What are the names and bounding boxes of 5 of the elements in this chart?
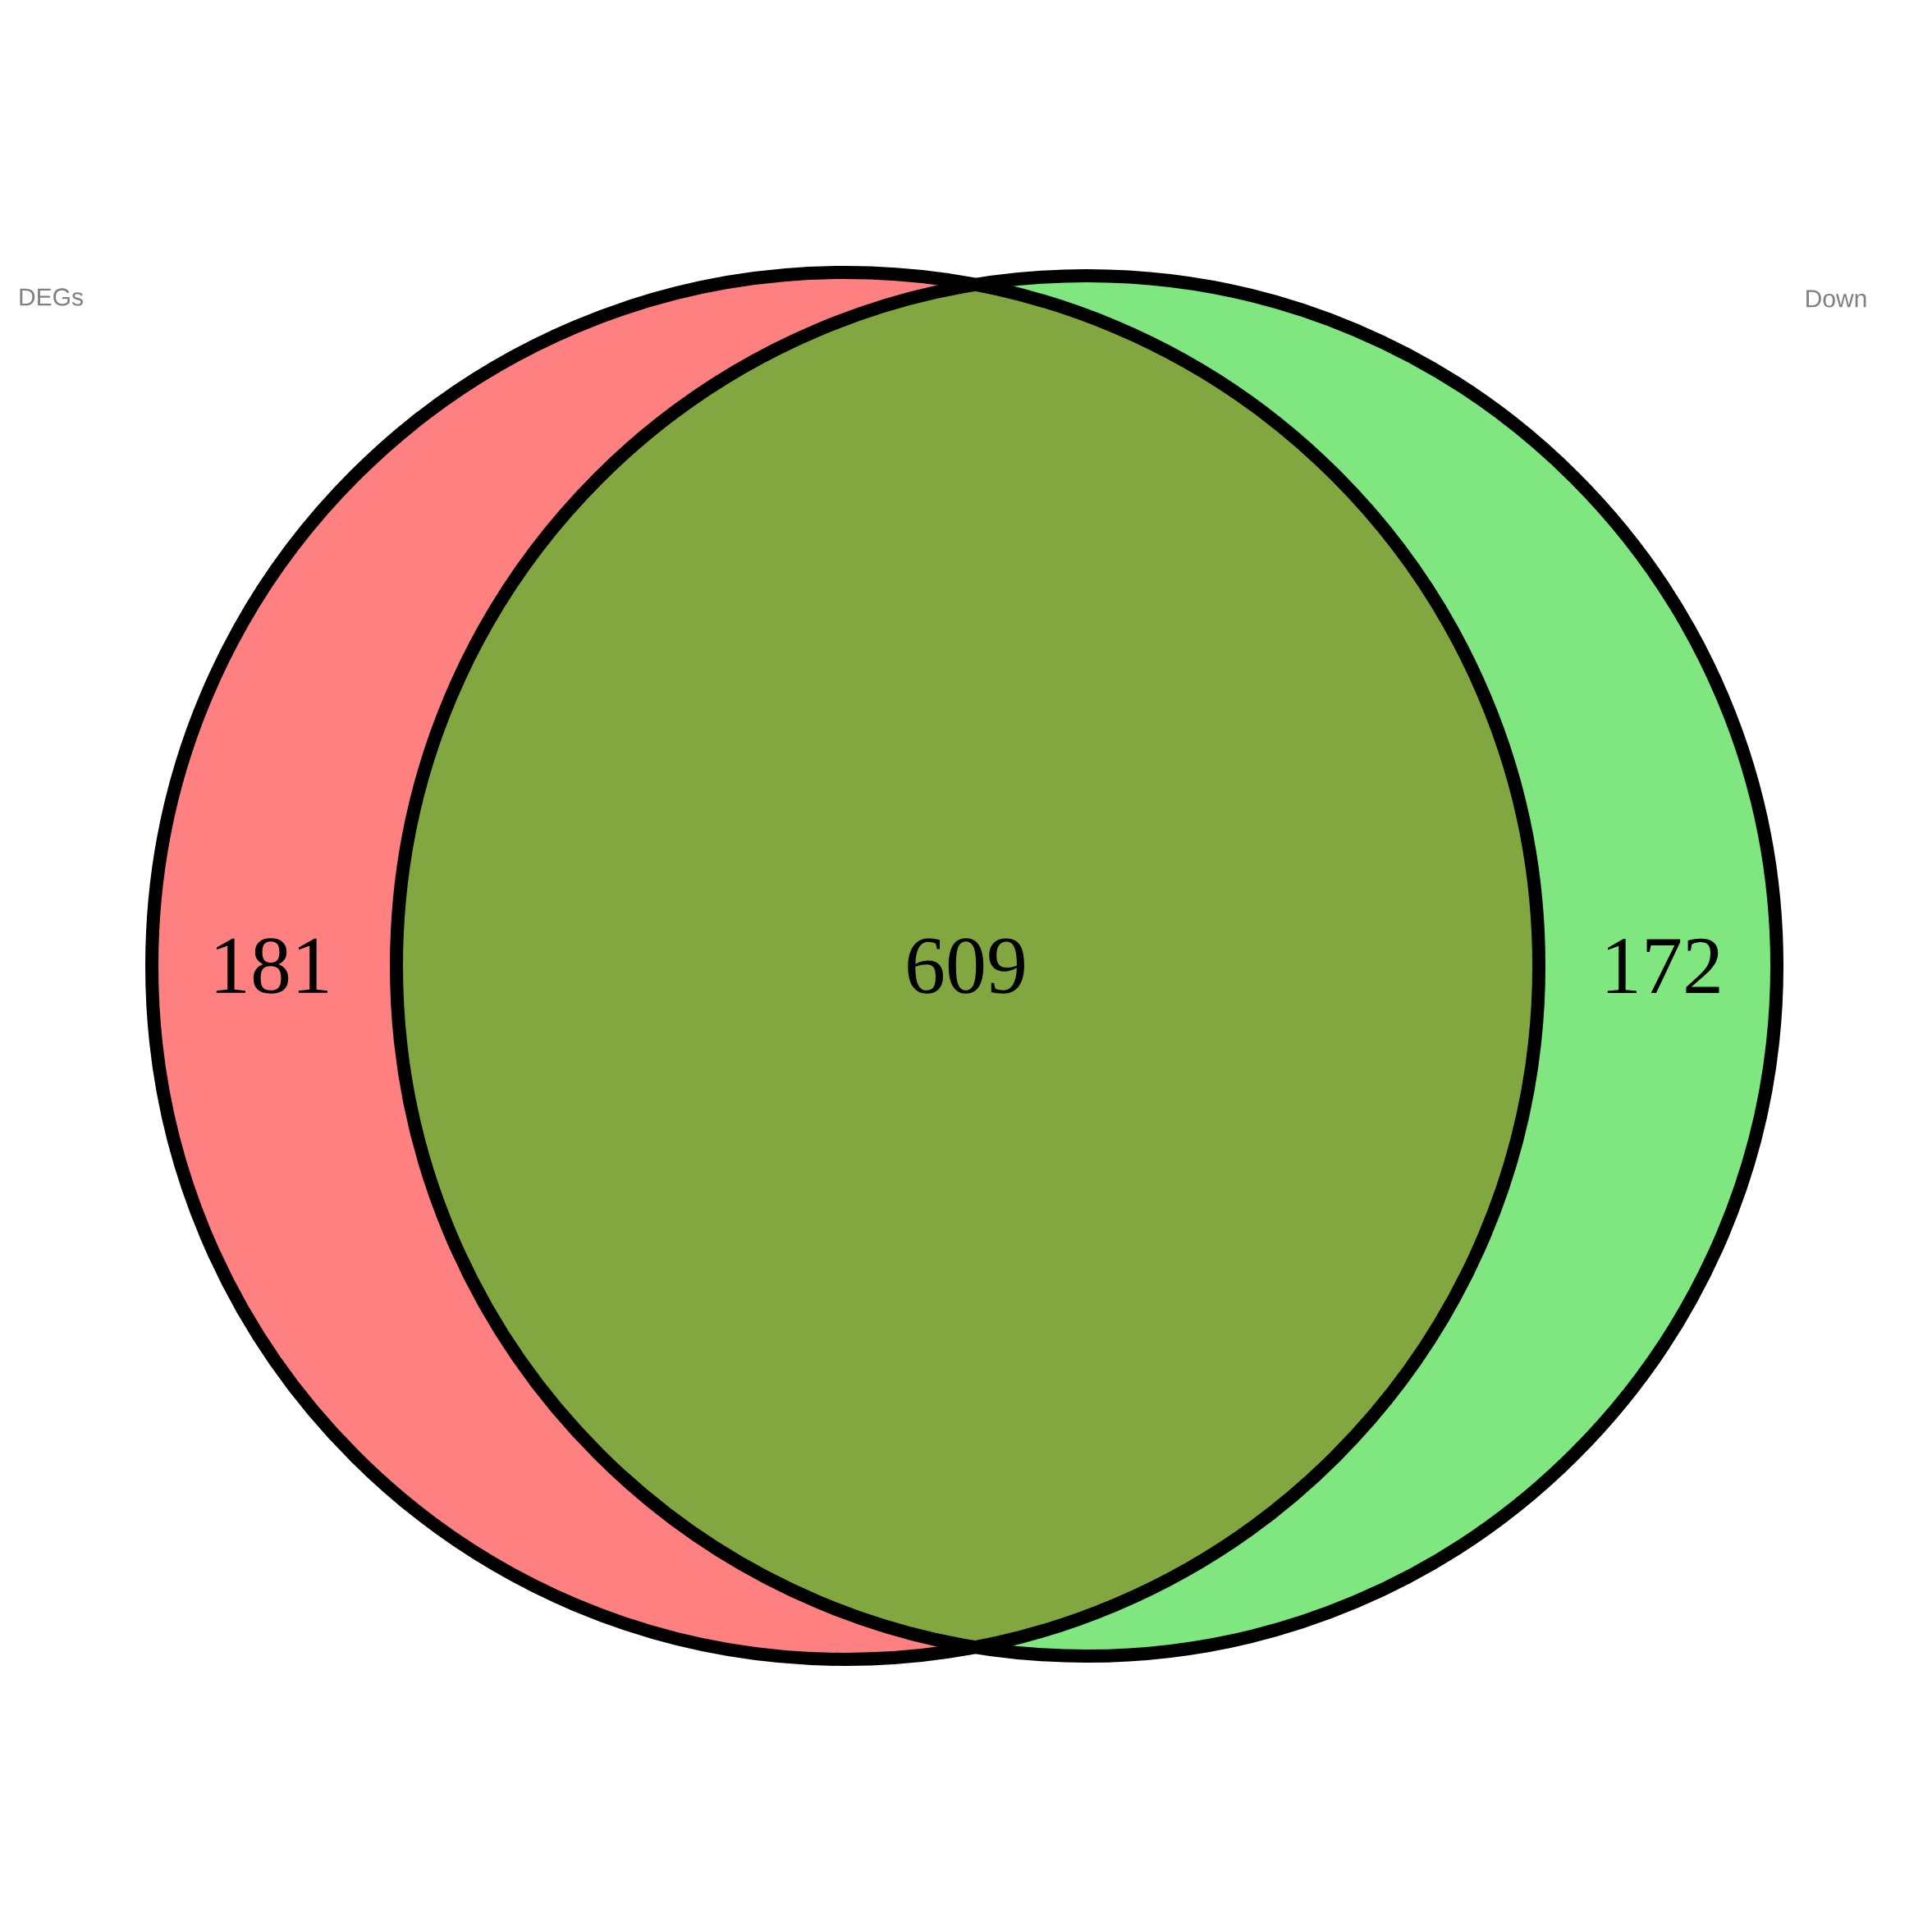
data-label: 181 [216,938,327,994]
data-label: 609 [908,938,1024,994]
data-label: 172 [1607,938,1719,994]
category-label: DEGs [20,288,83,306]
category-label: Down [1806,290,1866,308]
